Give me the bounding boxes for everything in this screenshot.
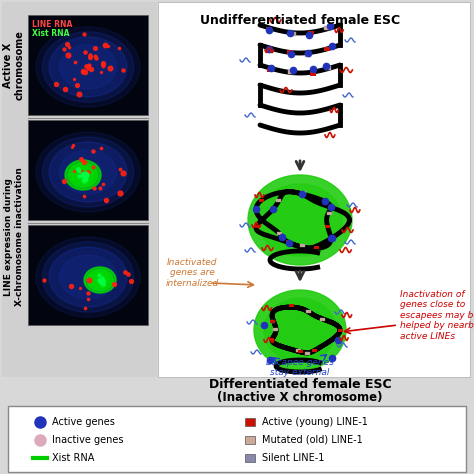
Ellipse shape <box>42 32 134 102</box>
Text: Active genes: Active genes <box>52 417 115 427</box>
FancyBboxPatch shape <box>245 436 255 444</box>
Text: Silent LINE-1: Silent LINE-1 <box>262 453 324 463</box>
Ellipse shape <box>254 290 346 370</box>
FancyBboxPatch shape <box>269 338 273 341</box>
FancyBboxPatch shape <box>305 53 311 56</box>
FancyBboxPatch shape <box>266 48 273 53</box>
Text: Xist RNA: Xist RNA <box>32 29 70 38</box>
Ellipse shape <box>258 184 342 256</box>
FancyBboxPatch shape <box>314 246 319 249</box>
FancyBboxPatch shape <box>327 212 332 215</box>
FancyBboxPatch shape <box>266 68 273 72</box>
FancyBboxPatch shape <box>300 244 305 247</box>
FancyBboxPatch shape <box>277 232 282 235</box>
FancyBboxPatch shape <box>291 32 296 36</box>
FancyBboxPatch shape <box>325 66 330 70</box>
Ellipse shape <box>59 255 117 299</box>
Text: Mutated (old) LINE-1: Mutated (old) LINE-1 <box>262 435 363 445</box>
Ellipse shape <box>42 242 134 312</box>
FancyBboxPatch shape <box>296 349 301 352</box>
Text: Escapee genes
stay external: Escapee genes stay external <box>266 358 334 377</box>
FancyBboxPatch shape <box>259 200 264 202</box>
Ellipse shape <box>36 27 140 107</box>
Ellipse shape <box>36 237 140 317</box>
FancyBboxPatch shape <box>310 72 316 76</box>
FancyBboxPatch shape <box>273 328 278 330</box>
Ellipse shape <box>42 137 134 207</box>
Ellipse shape <box>49 142 127 202</box>
FancyBboxPatch shape <box>308 31 314 36</box>
Ellipse shape <box>87 270 113 291</box>
FancyBboxPatch shape <box>301 191 306 194</box>
FancyBboxPatch shape <box>312 349 318 352</box>
FancyBboxPatch shape <box>319 318 325 321</box>
FancyBboxPatch shape <box>325 47 330 51</box>
Ellipse shape <box>36 27 140 107</box>
FancyBboxPatch shape <box>290 304 294 307</box>
FancyBboxPatch shape <box>288 70 293 74</box>
Ellipse shape <box>248 175 352 265</box>
FancyBboxPatch shape <box>28 120 148 220</box>
Text: Xist RNA: Xist RNA <box>52 453 94 463</box>
FancyBboxPatch shape <box>307 310 311 313</box>
Ellipse shape <box>274 308 326 352</box>
Ellipse shape <box>69 163 97 187</box>
Ellipse shape <box>84 267 116 293</box>
Text: LINE RNA: LINE RNA <box>32 20 73 29</box>
Text: (Inactive X chromosome): (Inactive X chromosome) <box>217 391 383 404</box>
Ellipse shape <box>264 298 336 362</box>
FancyBboxPatch shape <box>286 240 291 243</box>
Text: Inactive genes: Inactive genes <box>52 435 124 445</box>
FancyBboxPatch shape <box>2 2 157 377</box>
Ellipse shape <box>270 194 330 246</box>
Ellipse shape <box>49 247 127 307</box>
FancyBboxPatch shape <box>158 2 470 377</box>
Ellipse shape <box>36 237 140 317</box>
Ellipse shape <box>65 160 101 190</box>
Ellipse shape <box>36 132 140 212</box>
Text: Active (young) LINE-1: Active (young) LINE-1 <box>262 417 368 427</box>
FancyBboxPatch shape <box>298 350 303 353</box>
Ellipse shape <box>72 166 94 184</box>
Ellipse shape <box>36 132 140 212</box>
Ellipse shape <box>59 150 117 194</box>
FancyBboxPatch shape <box>245 418 255 426</box>
Ellipse shape <box>59 45 117 89</box>
Text: Active X
chromosome: Active X chromosome <box>3 30 25 100</box>
FancyBboxPatch shape <box>245 454 255 462</box>
FancyBboxPatch shape <box>299 194 304 197</box>
Text: LINE expression during
X-chromosome inactivation: LINE expression during X-chromosome inac… <box>4 168 24 306</box>
Text: Undifferentiated female ESC: Undifferentiated female ESC <box>200 14 400 27</box>
FancyBboxPatch shape <box>325 225 330 228</box>
Text: Differentiated female ESC: Differentiated female ESC <box>209 378 392 391</box>
FancyBboxPatch shape <box>324 27 330 30</box>
FancyBboxPatch shape <box>255 225 260 228</box>
FancyBboxPatch shape <box>305 352 310 355</box>
Text: Inactivated
genes are
internalized: Inactivated genes are internalized <box>165 258 219 288</box>
FancyBboxPatch shape <box>287 49 293 54</box>
FancyBboxPatch shape <box>276 199 282 202</box>
FancyBboxPatch shape <box>28 15 148 115</box>
FancyBboxPatch shape <box>8 406 466 472</box>
FancyBboxPatch shape <box>270 320 275 323</box>
Ellipse shape <box>91 272 109 288</box>
FancyBboxPatch shape <box>28 225 148 325</box>
FancyBboxPatch shape <box>266 27 273 31</box>
Ellipse shape <box>49 37 127 97</box>
FancyBboxPatch shape <box>270 320 274 323</box>
FancyBboxPatch shape <box>338 329 343 332</box>
Text: Inactivation of
genes close to
escapees may be
helped by nearby
active LINEs: Inactivation of genes close to escapees … <box>400 290 474 341</box>
